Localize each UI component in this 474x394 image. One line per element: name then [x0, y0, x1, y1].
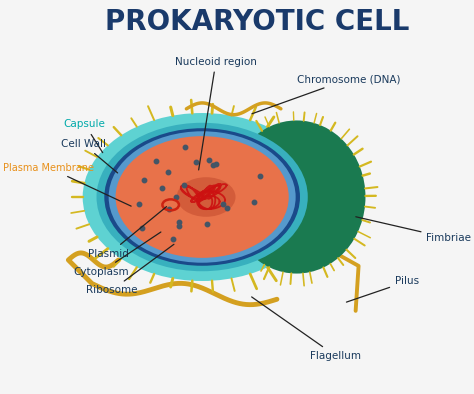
Text: Nucleoid region: Nucleoid region	[175, 57, 257, 170]
Text: Plasma Membrane: Plasma Membrane	[3, 163, 131, 206]
Text: Pilus: Pilus	[346, 277, 419, 302]
Ellipse shape	[228, 121, 365, 273]
Ellipse shape	[116, 136, 289, 258]
Text: Fimbriae: Fimbriae	[356, 217, 472, 243]
Text: Chromosome (DNA): Chromosome (DNA)	[252, 74, 400, 114]
Ellipse shape	[109, 131, 296, 263]
Text: PROKARYOTIC CELL: PROKARYOTIC CELL	[105, 8, 410, 36]
Text: Capsule: Capsule	[64, 119, 106, 152]
Ellipse shape	[104, 128, 300, 266]
Ellipse shape	[97, 123, 308, 271]
Text: Cytoplasm: Cytoplasm	[74, 232, 161, 277]
Text: Plasmid: Plasmid	[89, 206, 166, 259]
Text: Flagellum: Flagellum	[252, 297, 362, 361]
Text: Ribosome: Ribosome	[86, 244, 174, 296]
Ellipse shape	[82, 113, 322, 281]
Text: Cell Wall: Cell Wall	[61, 139, 118, 173]
Ellipse shape	[177, 177, 236, 217]
